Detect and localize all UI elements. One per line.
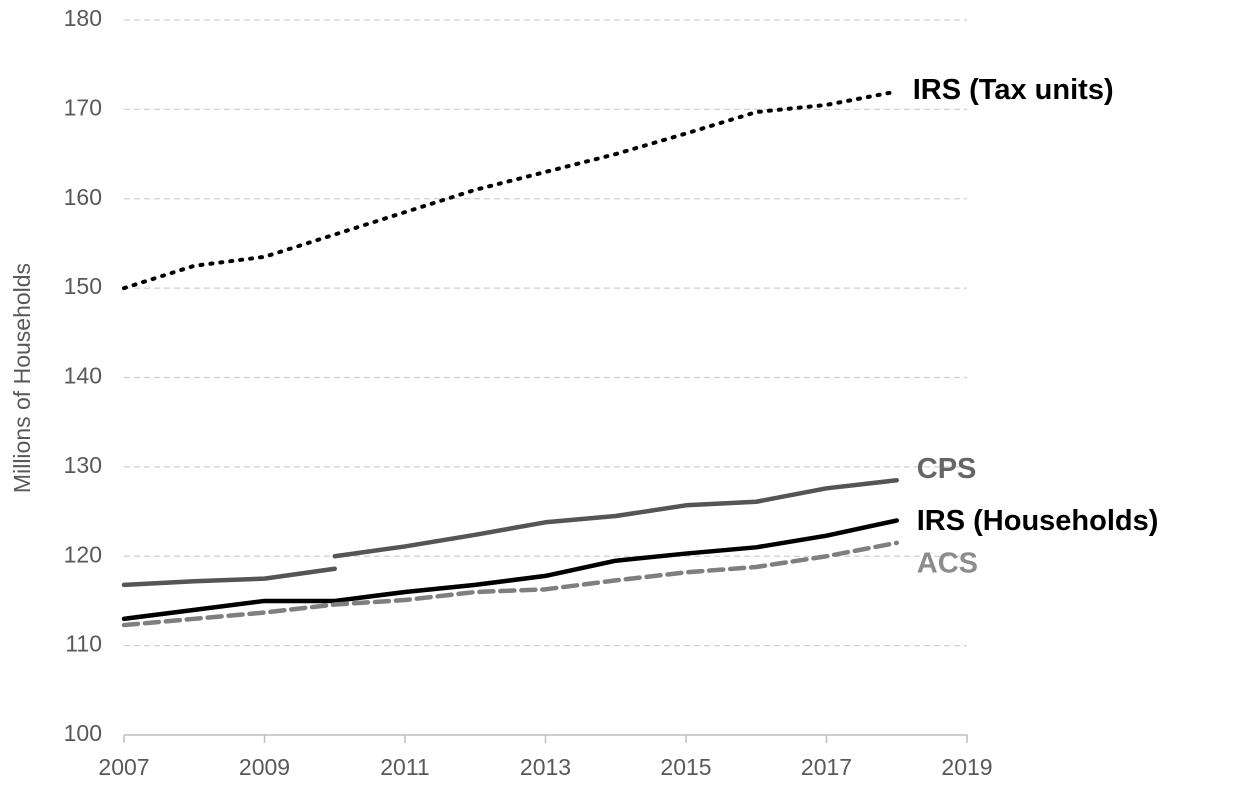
y-axis-label: Millions of Households xyxy=(9,263,35,493)
y-tick-label: 140 xyxy=(64,363,102,389)
series-label: IRS (Households) xyxy=(917,505,1159,537)
line-series xyxy=(121,478,899,588)
y-tick-label: 100 xyxy=(64,720,102,746)
y-tick-label: 120 xyxy=(64,541,102,567)
line-series xyxy=(121,540,899,628)
series-label: IRS (Tax units) xyxy=(913,74,1114,106)
y-tick-label: 180 xyxy=(64,5,102,31)
y-tick-label: 130 xyxy=(64,452,102,478)
line-series xyxy=(122,89,899,291)
line-series xyxy=(121,518,899,622)
y-tick-label: 160 xyxy=(64,184,102,210)
x-tick-label: 2011 xyxy=(380,754,429,780)
x-tick-label: 2019 xyxy=(941,754,992,780)
y-tick-label: 150 xyxy=(64,273,102,299)
x-tick-label: 2007 xyxy=(98,754,149,780)
x-tick-label: 2017 xyxy=(801,754,852,780)
y-tick-label: 170 xyxy=(64,94,102,120)
series-label: CPS xyxy=(917,453,977,485)
series-label: ACS xyxy=(917,548,978,580)
x-tick-label: 2015 xyxy=(660,754,711,780)
x-tick-label: 2013 xyxy=(520,754,571,780)
y-tick-label: 110 xyxy=(65,631,102,657)
x-tick-label: 2009 xyxy=(239,754,290,780)
